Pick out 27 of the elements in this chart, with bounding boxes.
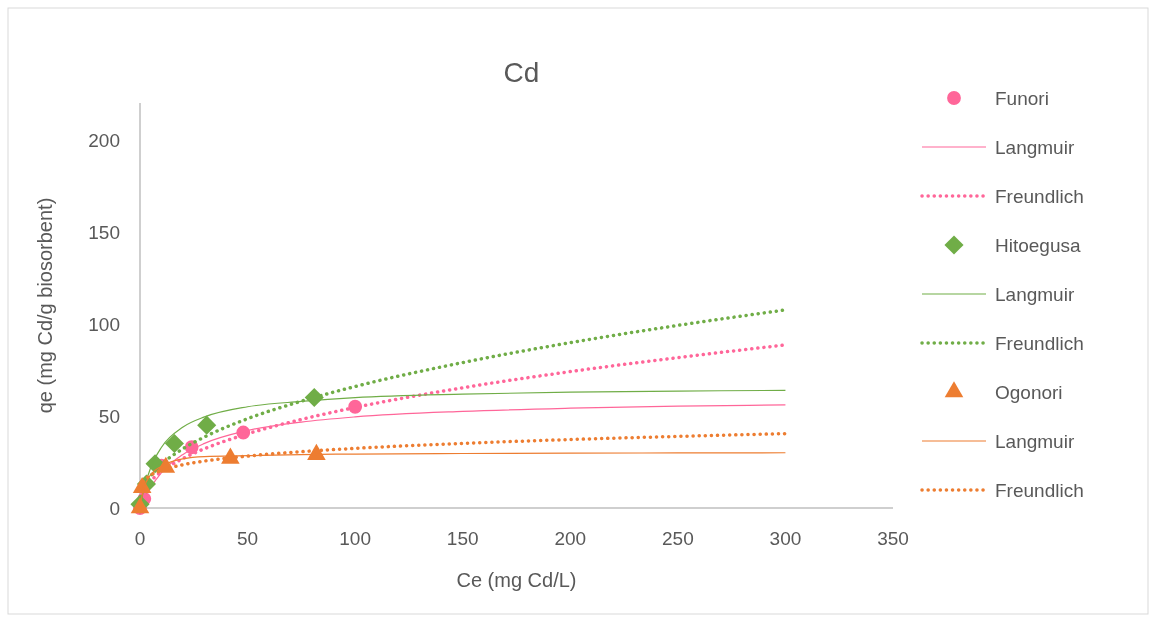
- legend-label: Langmuir: [995, 284, 1075, 305]
- x-tick-label: 350: [877, 528, 909, 549]
- y-tick-label: 200: [88, 129, 120, 151]
- legend-label: Freundlich: [995, 333, 1084, 354]
- point: [164, 434, 184, 454]
- legend-label: Funori: [995, 88, 1049, 109]
- point: [197, 415, 217, 435]
- x-tick-label: 300: [769, 528, 802, 549]
- legend-label: Freundlich: [995, 480, 1084, 501]
- legend-label: Hitoegusa: [995, 235, 1081, 256]
- x-tick-label: 200: [554, 528, 587, 549]
- x-tick-label: 50: [237, 528, 259, 549]
- x-tick-label: 250: [662, 528, 694, 549]
- x-tick-label: 100: [339, 528, 371, 549]
- legend-label: Freundlich: [995, 186, 1084, 207]
- legend-label: Langmuir: [995, 137, 1075, 158]
- legend-label: Ogonori: [995, 382, 1063, 403]
- y-tick-label: 0: [109, 498, 120, 519]
- x-axis-title: Ce (mg Cd/L): [456, 569, 577, 591]
- x-tick-label: 150: [446, 528, 479, 549]
- y-tick-label: 150: [88, 221, 120, 243]
- chart-title: Cd: [503, 57, 540, 88]
- x-tick-label: 0: [134, 528, 146, 549]
- legend-label: Langmuir: [995, 431, 1075, 452]
- y-tick-label: 100: [88, 313, 120, 335]
- y-axis-title: qe (mg Cd/g biosorbent): [34, 197, 56, 414]
- y-tick-label: 50: [98, 405, 120, 427]
